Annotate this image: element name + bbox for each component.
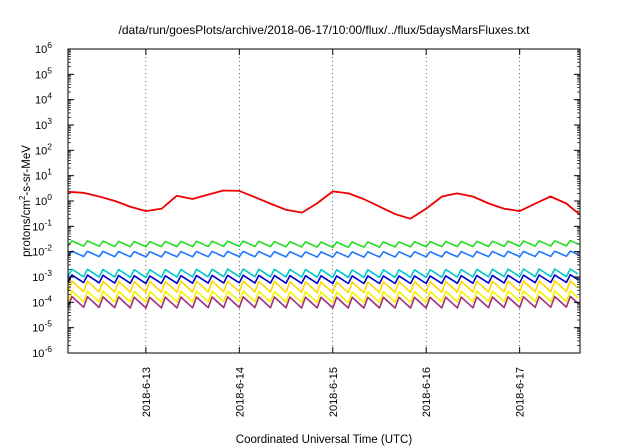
y-tick-label: 10-1 xyxy=(32,217,52,233)
y-tick-label: 106 xyxy=(35,40,52,56)
y-tick-label: 10-5 xyxy=(32,319,52,335)
chart-title: /data/run/goesPlots/archive/2018-06-17/1… xyxy=(119,23,531,37)
series-line xyxy=(68,189,581,220)
x-tick-label: 2018-6-17 xyxy=(515,367,527,417)
y-tick-label: 105 xyxy=(35,65,52,81)
series-line xyxy=(67,239,579,249)
y-tick-label: 102 xyxy=(35,141,52,157)
y-tick-label: 10-3 xyxy=(32,268,52,284)
x-tick-label: 2018-6-15 xyxy=(328,367,340,417)
series-line xyxy=(67,250,579,259)
series-line xyxy=(67,290,579,304)
series-line xyxy=(67,279,579,294)
x-tick-label: 2018-6-14 xyxy=(234,367,246,417)
y-tick-label: 10-4 xyxy=(32,293,52,309)
y-tick-label: 101 xyxy=(35,167,52,183)
series-line xyxy=(67,295,579,309)
y-tick-label: 103 xyxy=(35,116,52,132)
x-tick-label: 2018-6-16 xyxy=(421,367,433,417)
x-tick-label: 2018-6-13 xyxy=(141,367,153,417)
y-axis-label: protons/cm2-s-sr-MeV xyxy=(18,145,33,257)
y-tick-label: 104 xyxy=(35,91,52,107)
y-tick-label: 100 xyxy=(35,192,52,208)
y-tick-label: 10-2 xyxy=(32,243,52,259)
series-line xyxy=(67,268,579,279)
y-tick-label: 10-6 xyxy=(32,344,52,360)
x-axis-label: Coordinated Universal Time (UTC) xyxy=(236,434,413,446)
series-line xyxy=(67,273,579,285)
